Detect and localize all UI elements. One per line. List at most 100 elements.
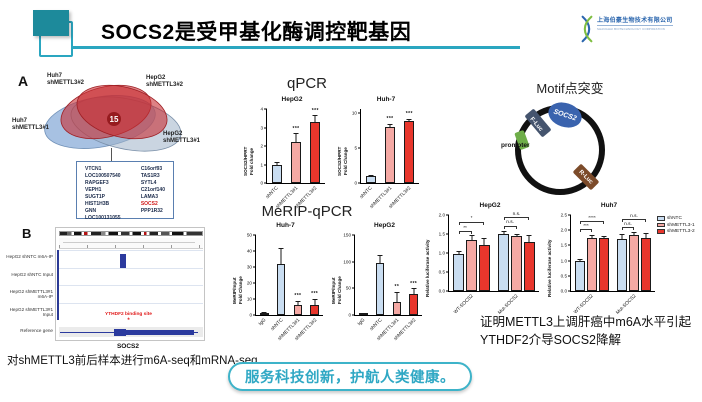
bar xyxy=(479,244,490,291)
gene-exon-box xyxy=(114,328,126,336)
y-tick-label: 0.0 xyxy=(438,288,445,294)
bar xyxy=(511,235,522,291)
gene-name: LOC100131055 xyxy=(85,215,121,221)
legend-item: shNTC xyxy=(657,216,695,221)
y-tick-mark xyxy=(446,271,449,273)
legend-item: shMETTL3-1 xyxy=(657,223,695,228)
error-bar xyxy=(514,233,519,236)
y-tick-mark xyxy=(358,182,361,184)
x-tick-label: shNTC xyxy=(359,186,374,201)
y-tick-mark xyxy=(253,234,256,236)
y-tick-label: 2.0 xyxy=(560,227,567,233)
significance-bracket xyxy=(580,229,593,232)
significance-label: *** xyxy=(410,280,418,287)
x-axis-labels: WT-SOCS2 Mut-SOCS2 xyxy=(448,292,539,316)
bracket-label: n.s. xyxy=(630,214,638,220)
panel-a-label: A xyxy=(18,73,29,89)
y-tick-label: 4 xyxy=(260,106,263,112)
bar xyxy=(641,237,651,291)
venn-set-huh7-sh1: Huh7 shMETTL3#1 xyxy=(12,118,50,132)
plot-area: 0.0 0.5 1.0 1.5 2.0 2.5 *** **** n.s. n.s. xyxy=(561,213,655,294)
error-bar xyxy=(589,234,595,238)
venn-set-hepg2-sh1: HepG2 shMETTL3#1 xyxy=(163,131,201,145)
bar xyxy=(392,301,402,315)
gene-name: LAMA3 xyxy=(140,194,159,200)
y-tick-label: 0.0 xyxy=(560,288,567,294)
bar xyxy=(575,260,585,291)
significance-label: *** xyxy=(386,116,394,123)
x-axis-labels: WT-SOCS2 Mut-SOCS2 xyxy=(570,292,655,316)
legend-label: shMETTL3-1 xyxy=(667,222,695,228)
legend-swatch xyxy=(657,229,665,234)
bracket-label: n.s. xyxy=(506,220,514,226)
y-tick-mark xyxy=(253,298,256,300)
bar xyxy=(293,305,303,315)
significance-label: *** xyxy=(294,293,302,299)
y-tick-label: 1.5 xyxy=(438,231,445,237)
error-bar xyxy=(278,247,284,264)
y-tick-mark xyxy=(358,112,361,114)
y-tick-label: 2 xyxy=(260,143,263,149)
merip-chart-hepg2: HepG2 MeRIP/Input Fold Change 0 50 100 150 ** *… xyxy=(331,222,426,342)
y-tick-label: 40 xyxy=(246,248,252,254)
y-axis-label: MeRIP/Input Fold Change xyxy=(331,276,342,305)
gene-name: VEPH1 xyxy=(85,187,102,193)
y-tick-label: 0.5 xyxy=(438,269,445,275)
bracket-label: *** xyxy=(583,224,589,230)
bar xyxy=(310,305,319,315)
significance-bracket xyxy=(503,225,517,229)
gene-name: TAS1R3 xyxy=(140,173,160,179)
coordinate-ruler xyxy=(59,238,203,249)
y-tick-label: 100 xyxy=(343,259,351,265)
y-tick-label: 30 xyxy=(246,264,252,270)
significance-label: ** xyxy=(394,284,400,291)
error-bar xyxy=(481,237,487,245)
y-tick-mark xyxy=(264,108,267,110)
bar xyxy=(276,263,286,315)
bottom-left-note: 对shMETTL3前后样本进行m6A-seq和mRNA-seq xyxy=(7,355,258,367)
y-tick-mark xyxy=(264,164,267,165)
bar xyxy=(290,142,302,183)
gene-name: C16orf93 xyxy=(140,166,163,172)
venn-center-count: 15 xyxy=(110,115,119,124)
gene-name: SUGT1P xyxy=(85,194,106,200)
error-bar xyxy=(274,161,280,165)
bar xyxy=(260,313,269,315)
y-tick-label: 0 xyxy=(249,312,252,318)
error-bar xyxy=(261,312,267,314)
x-tick-label: IgG xyxy=(258,318,268,328)
y-tick-label: 3 xyxy=(260,125,263,130)
slogan-banner: 服务科技创新，护航人类健康。 xyxy=(228,362,472,391)
gene-list-column-1: VTCN1 LOC100507540 RAPGEF3 VEPH1 SUGT1P HIST1… xyxy=(85,166,121,221)
y-tick-label: 0.5 xyxy=(560,273,567,279)
qpcr-chart-hepg2: HepG2 SOCS2/HPRT Fold change 0 1 2 3 4 *** *** sh… xyxy=(243,96,329,210)
y-tick-mark xyxy=(446,252,449,254)
ythdf2-binding-site-label: YTHDF2 binding site xyxy=(105,312,152,317)
significance-label: *** xyxy=(405,111,413,118)
igv-track-label: Reference gene xyxy=(20,328,53,333)
title-underline xyxy=(73,46,520,49)
bracket-label: * xyxy=(470,216,473,222)
igv-track-label: HepG2 shMETTL3#1 Input xyxy=(9,307,53,318)
logo-name-cn: 上海伯豪生物技术有限公司 xyxy=(597,18,673,24)
bar xyxy=(629,234,639,291)
y-tick-label: 10 xyxy=(246,296,252,302)
error-bar xyxy=(577,259,583,261)
y-tick-label: 5 xyxy=(354,145,357,151)
y-axis-label: Relative luciferase activity xyxy=(425,239,430,298)
error-bar xyxy=(387,123,393,127)
igv-track-label: HepG2 shMETTL3#1 m6A-IP xyxy=(9,289,53,300)
bar xyxy=(617,239,627,291)
igv-gene-name: SOCS2 xyxy=(116,343,140,350)
plot-area: 0.0 0.5 1.0 1.5 2.0 ** * n.s. n.s. xyxy=(439,211,539,294)
chart-title: Huh-7 xyxy=(276,222,295,229)
x-axis-labels: shNTC shMETTL3#1 shMETTL3#2 xyxy=(265,184,325,210)
plot-area: 0 5 10 *** *** xyxy=(352,109,419,186)
y-tick-label: 1 xyxy=(260,162,263,167)
significance-label: *** xyxy=(311,108,319,114)
bracket-label: n.s. xyxy=(512,211,521,217)
igv-track-label: HepG2 shNTC Input xyxy=(11,272,53,277)
y-tick-label: 2.5 xyxy=(560,212,567,218)
m6a-peak xyxy=(120,253,126,268)
y-tick-label: 20 xyxy=(246,280,252,286)
